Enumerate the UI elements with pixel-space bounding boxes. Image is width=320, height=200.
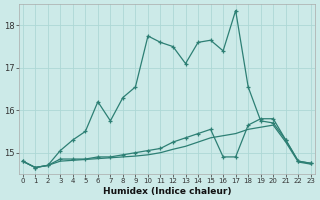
X-axis label: Humidex (Indice chaleur): Humidex (Indice chaleur): [102, 187, 231, 196]
